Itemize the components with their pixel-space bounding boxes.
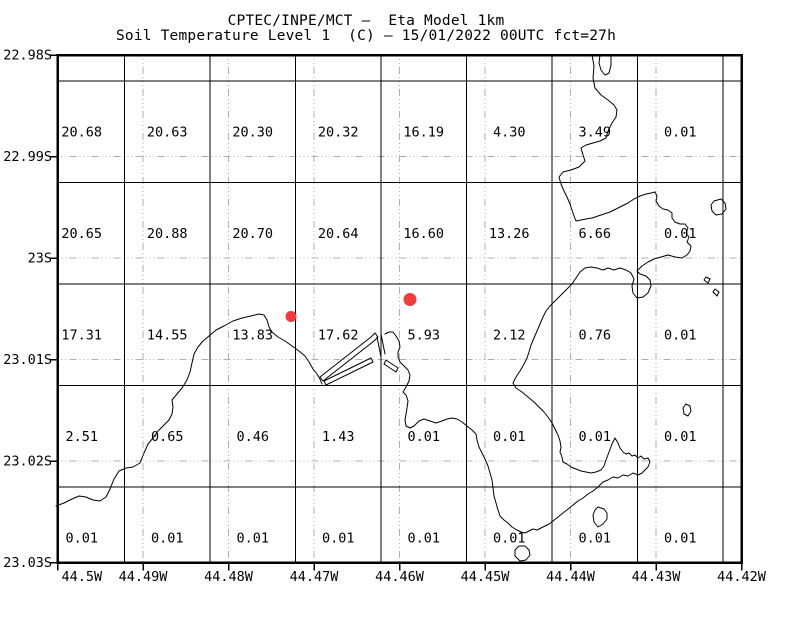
- grid-value: 20.64: [318, 226, 359, 242]
- grid-value: 0.46: [236, 429, 269, 445]
- grid-value: 0.01: [493, 429, 526, 445]
- island-outline: [703, 276, 711, 284]
- island-outline: [592, 506, 608, 528]
- y-tick-label: 23S: [28, 251, 52, 267]
- grid-value: 0.01: [664, 226, 697, 242]
- x-tick-label: 44.46W: [375, 569, 425, 585]
- figure-title: CPTEC/INPE/MCT — Eta Model 1km: [227, 13, 505, 29]
- grid-value: 17.62: [318, 327, 359, 343]
- grid-value: 20.30: [232, 124, 273, 140]
- grid-value: 20.32: [318, 124, 359, 140]
- grid-value: 0.01: [493, 530, 526, 546]
- grid-value: 0.01: [664, 429, 697, 445]
- grid-value: 0.76: [578, 327, 611, 343]
- grid-value: 0.01: [578, 429, 611, 445]
- grid-value: 17.31: [61, 327, 102, 343]
- grid-value: 2.12: [493, 327, 526, 343]
- grid-value: 3.49: [578, 124, 611, 140]
- grid-value: 14.55: [147, 327, 188, 343]
- grid-value: 0.01: [407, 530, 440, 546]
- x-tick-label: 44.49W: [119, 569, 169, 585]
- island-outline: [682, 403, 692, 417]
- y-tick-label: 23.01S: [3, 352, 52, 368]
- grid-value: 0.01: [151, 530, 184, 546]
- y-tick-label: 22.99S: [3, 149, 52, 165]
- x-tick-label: 44.5W: [62, 569, 104, 585]
- grid-value: 20.65: [61, 226, 102, 242]
- x-tick-label: 44.45W: [461, 569, 511, 585]
- jetty-dolphin: [376, 336, 382, 358]
- y-tick-label: 23.02S: [3, 454, 52, 470]
- x-tick-label: 44.48W: [204, 569, 254, 585]
- jetty-breakwater: [319, 332, 379, 382]
- jetty-hook: [383, 359, 399, 373]
- grid-value: 0.01: [65, 530, 98, 546]
- grid-value: 0.01: [322, 530, 355, 546]
- grid-value: 0.01: [578, 530, 611, 546]
- grid-value: 1.43: [322, 429, 355, 445]
- station-dot: [403, 293, 417, 306]
- island-outline: [712, 288, 720, 297]
- grid-value: 13.26: [489, 226, 530, 242]
- x-tick-label: 44.44W: [546, 569, 596, 585]
- coastline-inlet: [598, 54, 612, 76]
- grid-value: 13.83: [232, 327, 273, 343]
- grid-value: 0.01: [407, 429, 440, 445]
- island-outline: [710, 198, 727, 216]
- grid-value: 0.01: [236, 530, 269, 546]
- grid-value: 0.01: [664, 124, 697, 140]
- grid-value: 0.01: [664, 530, 697, 546]
- island-outline: [514, 545, 531, 562]
- x-tick-label: 44.43W: [632, 569, 682, 585]
- grid-value: 16.19: [403, 124, 444, 140]
- figure-subtitle: Soil Temperature Level 1 (C) — 15/01/202…: [115, 28, 617, 44]
- grid-value: 20.68: [61, 124, 102, 140]
- x-tick-label: 44.42W: [717, 569, 767, 585]
- grid-value: 5.93: [407, 327, 440, 343]
- y-tick-label: 22.98S: [3, 48, 52, 64]
- grid-value: 0.65: [151, 429, 184, 445]
- grid-value: 6.66: [578, 226, 611, 242]
- y-tick-label: 23.03S: [3, 555, 52, 571]
- grid-value: 0.01: [664, 327, 697, 343]
- coastline-west: [55, 313, 323, 507]
- grid-value: 2.51: [65, 429, 98, 445]
- grid-value: 20.70: [232, 226, 273, 242]
- station-dot: [285, 311, 297, 322]
- grid-value: 16.60: [403, 226, 444, 242]
- x-tick-label: 44.47W: [290, 569, 340, 585]
- jetty-pier: [323, 357, 374, 386]
- grid-value: 20.63: [147, 124, 188, 140]
- grid-value: 20.88: [147, 226, 188, 242]
- jetty-dolphin: [380, 333, 386, 355]
- coastline-main: [384, 54, 692, 534]
- grid-value: 4.30: [493, 124, 526, 140]
